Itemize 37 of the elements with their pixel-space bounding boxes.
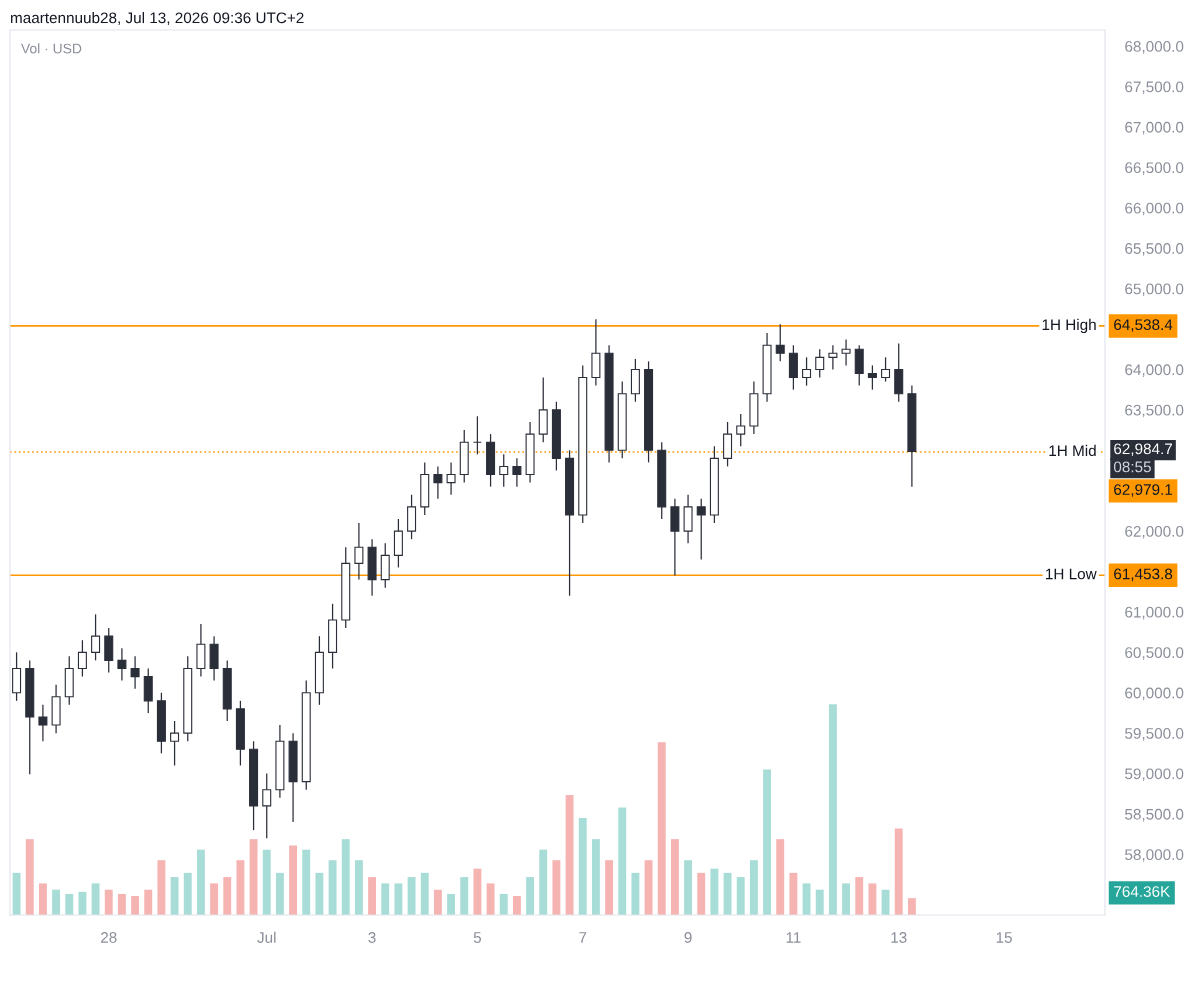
text: 61,453.8: [1114, 568, 1173, 582]
text: 764.36K: [1114, 886, 1171, 897]
y-tick-label: 58,000.0: [1125, 849, 1184, 862]
y-tick-label: 59,500.0: [1125, 728, 1184, 741]
y-tick-label: 60,000.0: [1125, 687, 1184, 701]
y-tick-label: 65,000.0: [1125, 283, 1184, 297]
y-tick-label: 59,000.0: [1125, 768, 1184, 782]
y-tick-label: 65,500.0: [1125, 243, 1184, 256]
y-tick-label: 62,000.0: [1125, 525, 1184, 539]
ref-line-label: 1H Low: [1046, 568, 1097, 580]
x-tick-label: 13: [891, 932, 907, 943]
chart-title: maartennuub28, Jul 13, 2026 09:36 UTC+2: [11, 12, 304, 26]
text: 64,538.4: [1114, 319, 1173, 332]
text: 62,979.1: [1114, 484, 1173, 497]
ref-line-label: 1H High: [1042, 318, 1096, 334]
y-tick-label: 64,000.0: [1125, 364, 1184, 377]
text: 62,984.7: [1114, 443, 1173, 457]
x-tick-label: 28: [101, 932, 117, 943]
x-tick-label: 9: [684, 932, 692, 943]
y-tick-label: 61,000.0: [1125, 606, 1184, 620]
x-tick-label: 15: [996, 932, 1012, 943]
x-tick-label: Jul: [257, 931, 276, 943]
y-tick-label: 58,500.0: [1125, 808, 1184, 822]
y-tick-label: 67,500.0: [1125, 81, 1184, 95]
text: 08:55: [1113, 461, 1151, 473]
y-tick-label: 66,000.0: [1125, 202, 1184, 216]
y-tick-label: 67,000.0: [1125, 121, 1184, 135]
x-tick-label: 5: [473, 932, 482, 943]
y-tick-label: 68,000.0: [1125, 41, 1184, 54]
ref-line-label: 1H Mid: [1049, 444, 1096, 457]
x-tick-label: 3: [368, 932, 376, 943]
y-tick-label: 60,500.0: [1125, 647, 1184, 660]
y-tick-label: 63,500.0: [1125, 404, 1184, 418]
annotation: Vol · USD: [21, 43, 82, 54]
x-tick-label: 7: [579, 932, 587, 943]
x-tick-label: 11: [786, 932, 801, 943]
y-tick-label: 66,500.0: [1125, 162, 1184, 175]
